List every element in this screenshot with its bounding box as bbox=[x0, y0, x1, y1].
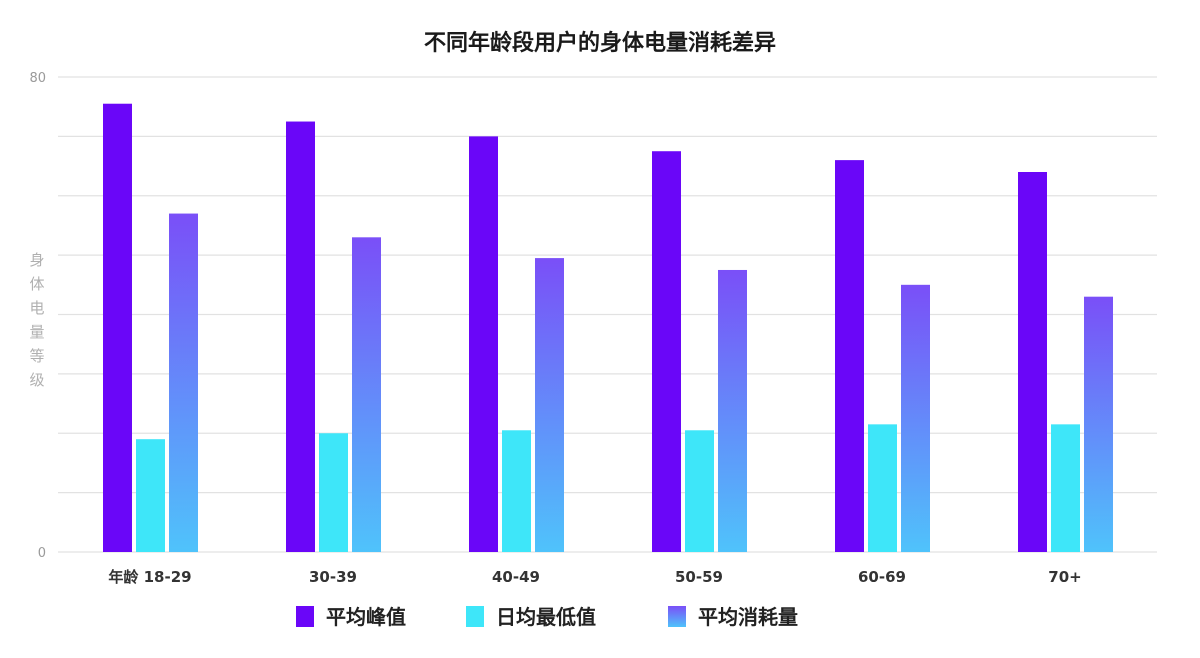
legend-swatch bbox=[466, 606, 484, 627]
bar-3 bbox=[901, 284, 930, 552]
x-tick-label: 30-39 bbox=[309, 568, 357, 586]
x-tick-label: 70+ bbox=[1048, 568, 1081, 586]
y-tick-label: 80 bbox=[29, 71, 46, 86]
y-axis-label-char: 电 bbox=[29, 299, 44, 317]
y-axis-label-char: 体 bbox=[29, 275, 44, 293]
bar-2 bbox=[685, 430, 714, 552]
gridlines bbox=[58, 76, 1157, 553]
y-axis-label-char: 身 bbox=[29, 251, 44, 269]
x-tick-label: 50-59 bbox=[675, 568, 723, 586]
legend: 平均峰值 日均最低值 平均消耗量 bbox=[296, 605, 798, 629]
bar-2 bbox=[136, 439, 165, 552]
legend-label: 平均消耗量 bbox=[698, 605, 798, 629]
bar-1 bbox=[1018, 172, 1047, 552]
bar-1 bbox=[286, 121, 315, 552]
bar-2 bbox=[868, 424, 897, 552]
bar-2 bbox=[1051, 424, 1080, 552]
bar-1 bbox=[469, 136, 498, 552]
x-tick-label: 40-49 bbox=[492, 568, 540, 586]
y-axis-label-char: 等 bbox=[29, 347, 44, 365]
bar-3 bbox=[718, 269, 747, 552]
legend-label: 平均峰值 bbox=[326, 605, 406, 629]
bar-3 bbox=[352, 237, 381, 552]
bar-1 bbox=[835, 160, 864, 552]
legend-swatch bbox=[296, 606, 314, 627]
chart-title: 不同年龄段用户的身体电量消耗差异 bbox=[424, 30, 776, 56]
bar-2 bbox=[319, 433, 348, 552]
bar-3 bbox=[535, 258, 564, 552]
bar-3 bbox=[1084, 296, 1113, 552]
bar-1 bbox=[103, 103, 132, 552]
legend-label: 日均最低值 bbox=[496, 605, 596, 629]
bars bbox=[103, 103, 1113, 552]
bar-2 bbox=[502, 430, 531, 552]
y-axis-label-char: 量 bbox=[29, 323, 44, 341]
y-axis-label-char: 级 bbox=[29, 371, 44, 389]
legend-swatch bbox=[668, 606, 686, 627]
x-tick-label: 年龄 18-29 bbox=[108, 568, 191, 586]
x-tick-label: 60-69 bbox=[858, 568, 906, 586]
bar-3 bbox=[169, 213, 198, 552]
x-axis-labels: 年龄 18-29 30-39 40-49 50-59 60-69 70+ bbox=[108, 568, 1081, 586]
bar-1 bbox=[652, 151, 681, 552]
y-tick-label: 0 bbox=[38, 546, 46, 561]
